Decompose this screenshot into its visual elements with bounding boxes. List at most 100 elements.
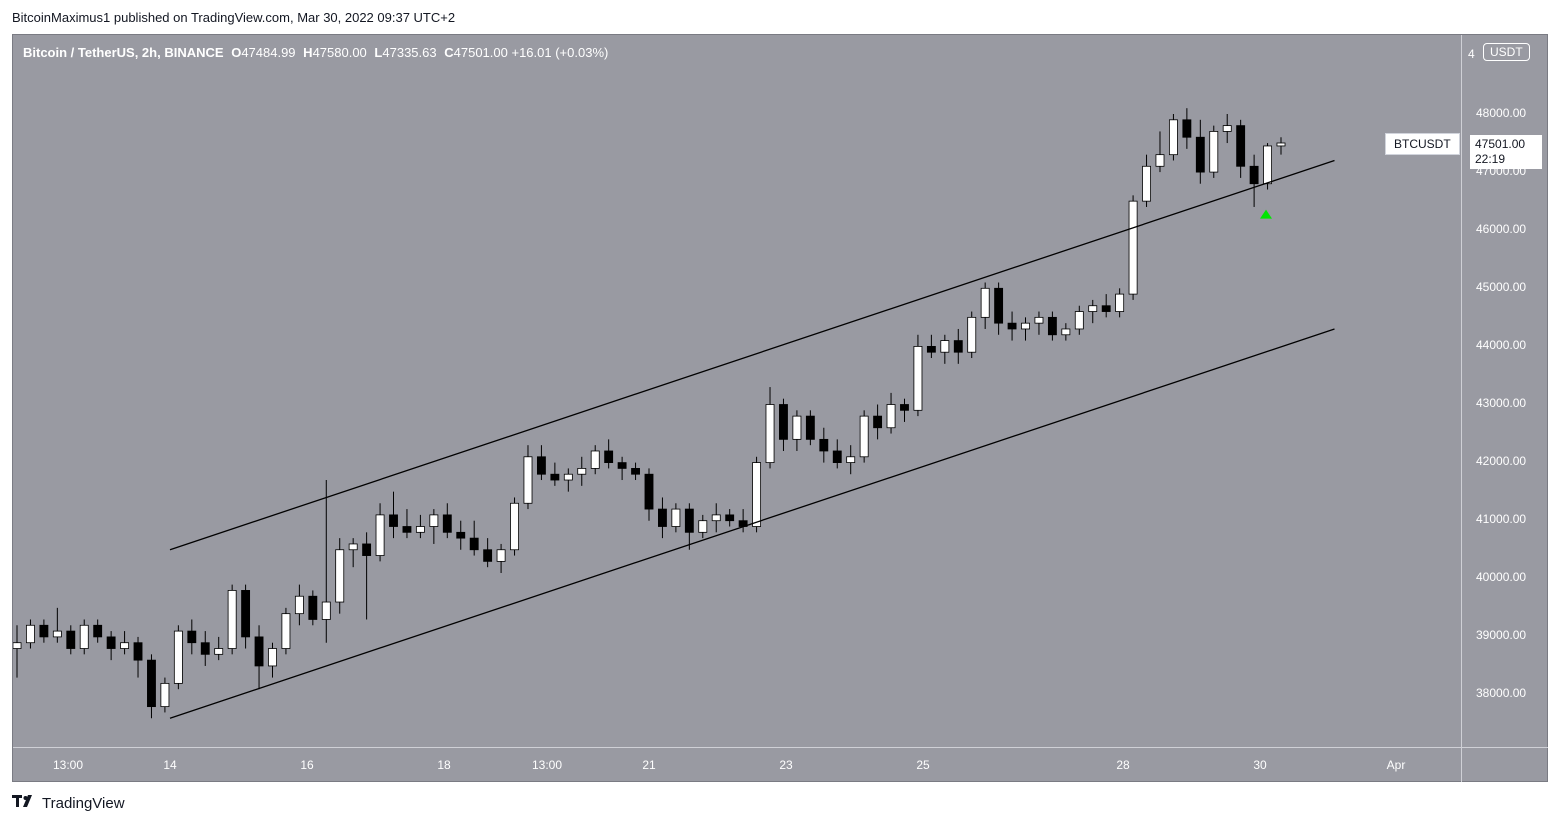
plot-area[interactable]	[12, 35, 1461, 747]
candle-down	[66, 630, 76, 649]
legend-close-label: C	[444, 45, 454, 60]
candle-down	[1249, 165, 1259, 185]
price-tick: 42000.00	[1476, 454, 1527, 468]
candle-down	[873, 415, 883, 429]
candle-down	[900, 404, 909, 411]
candle-down	[362, 543, 372, 556]
candle-up	[563, 473, 573, 481]
price-tick: 38000.00	[1476, 686, 1527, 700]
candle-up	[1074, 311, 1084, 330]
axis-corner	[1461, 747, 1548, 782]
candle-up	[79, 624, 89, 649]
candle-down	[456, 531, 466, 539]
candle-up	[1276, 142, 1286, 147]
candle-down	[684, 508, 694, 533]
candle-up	[1263, 145, 1272, 185]
candle-up	[227, 590, 237, 649]
time-tick: 18	[437, 758, 451, 772]
candle-up	[335, 549, 345, 603]
price-tick-partial: 4	[1468, 47, 1475, 61]
candle-up	[913, 345, 923, 411]
candle-down	[469, 537, 479, 551]
candle-up	[792, 415, 802, 440]
candle-up	[1034, 316, 1044, 324]
candle-up	[1209, 131, 1219, 173]
candle-up	[1128, 200, 1138, 295]
legend-change: +16.01 (+0.03%)	[511, 45, 609, 60]
time-tick: 28	[1116, 758, 1130, 772]
candle-up	[523, 456, 533, 504]
time-tick: Apr	[1386, 758, 1406, 772]
legend-low-label: L	[374, 45, 383, 60]
candle-up	[765, 404, 775, 463]
candle-down	[1101, 305, 1111, 312]
candle-down	[926, 345, 936, 353]
candle-up	[321, 601, 331, 620]
price-tick: 46000.00	[1476, 222, 1527, 236]
candle-down	[604, 450, 614, 464]
candle-down	[483, 549, 493, 562]
candle-up	[859, 415, 869, 458]
candle-down	[133, 642, 143, 661]
candle-up	[940, 340, 950, 353]
candle-down	[617, 462, 627, 469]
legend-high-label: H	[303, 45, 313, 60]
candle-up	[496, 549, 506, 562]
candle-up	[886, 404, 896, 429]
signal-up-arrow-icon	[1260, 209, 1272, 219]
legend-low: 47335.63	[382, 45, 437, 60]
channel-line-lower	[169, 328, 1335, 719]
candle-down	[819, 438, 829, 452]
channel-line-upper	[169, 159, 1335, 551]
footer-brand: TradingView	[42, 794, 125, 812]
legend-high: 47580.00	[312, 45, 367, 60]
price-tick: 41000.00	[1476, 512, 1527, 526]
candle-up	[12, 642, 22, 649]
currency-unit-button[interactable]: USDT	[1483, 43, 1530, 61]
candle-down	[241, 590, 251, 638]
candle-up	[980, 287, 990, 318]
candlestick-chart[interactable]	[12, 35, 1461, 747]
publisher-line: BitcoinMaximus1 published on TradingView…	[12, 10, 456, 25]
candle-down	[1195, 136, 1205, 173]
time-tick: 14	[163, 758, 177, 772]
candle-up	[1088, 305, 1098, 312]
candle-down	[805, 415, 815, 440]
legend-close: 47501.00	[453, 45, 508, 60]
candle-down	[39, 624, 49, 638]
candle-up	[415, 526, 425, 533]
candle-down	[953, 340, 963, 353]
candle-down	[536, 456, 546, 475]
candle-down	[550, 473, 560, 481]
bar-countdown: 22:19	[1475, 152, 1506, 166]
candle-down	[402, 526, 412, 533]
candle-up	[577, 468, 587, 475]
candle-up	[26, 624, 35, 644]
price-tick: 44000.00	[1476, 338, 1527, 352]
candle-down	[254, 636, 264, 667]
time-axis[interactable]: 13:00 14 16 18 13:00 21 23 25 28 30 Apr	[13, 747, 1461, 782]
candle-up	[52, 630, 62, 638]
candle-up	[294, 595, 304, 615]
candle-up	[1222, 125, 1232, 132]
candle-up	[1115, 293, 1125, 312]
candle-down	[93, 624, 103, 638]
last-price-tag: 47501.00 22:19	[1470, 135, 1542, 169]
candle-down	[725, 514, 735, 522]
legend-symbol: Bitcoin / TetherUS, 2h, BINANCE	[23, 45, 224, 60]
symbol-tag: BTCUSDT	[1385, 133, 1460, 155]
candle-up	[429, 514, 439, 527]
candle-down	[1047, 316, 1057, 336]
footer: TradingView	[12, 794, 125, 812]
price-axis[interactable]: 4 48000.00 47000.00 46000.00 45000.00 44…	[1461, 35, 1548, 747]
time-tick: 30	[1253, 758, 1267, 772]
candle-down	[644, 473, 654, 510]
ohlc-legend: Bitcoin / TetherUS, 2h, BINANCE O47484.9…	[23, 45, 608, 60]
candle-down	[1236, 125, 1246, 167]
time-tick: 13:00	[52, 758, 84, 772]
candle-down	[631, 468, 640, 475]
candle-up	[1021, 322, 1030, 330]
candle-up	[698, 520, 708, 533]
candle-down	[994, 287, 1004, 324]
candle-down	[200, 642, 210, 655]
